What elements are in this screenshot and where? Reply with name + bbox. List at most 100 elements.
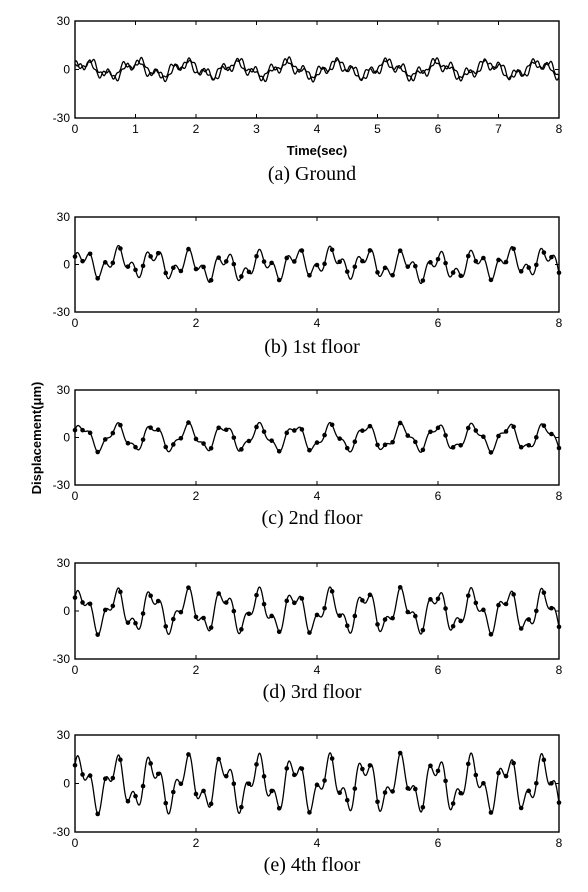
data-point	[329, 756, 335, 761]
x-tick-label: 8	[556, 316, 563, 330]
series-line	[74, 586, 560, 636]
data-point	[216, 425, 221, 431]
data-point	[208, 625, 214, 630]
data-point	[405, 433, 411, 438]
data-point	[488, 810, 494, 815]
data-point	[171, 265, 176, 271]
data-point	[80, 600, 85, 605]
y-tick-label: 30	[57, 383, 71, 397]
data-point	[420, 278, 426, 283]
data-point	[125, 798, 131, 804]
data-point	[481, 607, 486, 613]
data-point	[382, 265, 388, 271]
x-tick-label: 2	[193, 122, 200, 136]
axes-frame	[74, 389, 560, 486]
data-point	[276, 805, 282, 811]
y-tick-label: 0	[63, 431, 70, 445]
data-point	[337, 259, 342, 265]
data-point	[216, 255, 221, 260]
data-point	[428, 597, 433, 602]
data-point	[201, 264, 206, 270]
data-point	[246, 269, 252, 275]
data-point	[110, 260, 116, 266]
data-point	[344, 623, 350, 629]
data-point	[193, 436, 199, 442]
data-point	[322, 261, 327, 267]
data-point	[473, 258, 479, 264]
x-tick-label: 6	[435, 663, 442, 677]
data-point	[511, 246, 516, 252]
y-tick-label: 0	[63, 258, 70, 272]
data-point	[110, 775, 116, 781]
x-tick-label: 6	[435, 836, 442, 850]
data-point	[284, 255, 290, 261]
data-point	[496, 602, 501, 608]
data-point	[223, 427, 229, 433]
data-point	[450, 270, 456, 275]
data-point	[458, 273, 463, 279]
x-tick-label: 4	[314, 489, 321, 503]
data-point	[133, 620, 138, 626]
data-point	[276, 449, 282, 454]
data-point	[337, 613, 342, 618]
data-point	[284, 430, 290, 436]
data-point	[208, 445, 214, 451]
data-point	[420, 447, 426, 453]
data-point	[314, 782, 320, 788]
data-point	[322, 432, 327, 438]
data-point	[239, 804, 244, 810]
data-point	[420, 804, 426, 810]
data-point	[148, 425, 153, 430]
data-point	[254, 762, 259, 767]
data-point	[299, 427, 305, 432]
data-point	[435, 768, 441, 774]
data-point	[549, 431, 554, 437]
data-point	[148, 254, 153, 259]
data-point	[344, 269, 350, 274]
y-tick-label: -30	[53, 652, 71, 666]
data-point	[261, 429, 267, 434]
data-point	[465, 761, 471, 767]
x-tick-label: 0	[72, 316, 79, 330]
data-point	[163, 444, 169, 450]
data-point	[299, 766, 305, 771]
data-point	[337, 436, 342, 441]
data-point	[382, 442, 388, 448]
data-point	[307, 810, 312, 815]
data-point	[140, 783, 146, 789]
x-tick-label: 7	[495, 122, 502, 136]
data-point	[375, 799, 380, 805]
data-point	[534, 608, 539, 614]
data-point	[413, 263, 418, 269]
data-point	[269, 788, 274, 794]
data-point	[110, 603, 116, 609]
data-point	[239, 627, 244, 632]
data-point	[133, 793, 138, 799]
data-point	[231, 608, 237, 614]
data-point	[518, 626, 524, 631]
data-point	[541, 590, 547, 595]
x-tick-label: 8	[556, 836, 563, 850]
data-point	[95, 449, 100, 455]
data-point	[526, 788, 532, 794]
data-point	[261, 601, 267, 607]
data-point	[163, 800, 169, 806]
data-point	[541, 757, 547, 763]
data-point	[473, 600, 479, 606]
x-tick-label: 1	[132, 122, 139, 136]
data-point	[382, 617, 388, 622]
data-point	[140, 611, 146, 616]
data-point	[397, 750, 403, 756]
series-line	[74, 421, 560, 454]
data-point	[481, 434, 486, 440]
y-tick-label: 0	[63, 63, 70, 77]
data-point	[488, 632, 494, 637]
data-point	[171, 616, 176, 622]
data-point	[148, 761, 153, 766]
data-point	[87, 251, 93, 257]
data-point	[102, 607, 108, 613]
data-point	[171, 789, 176, 795]
data-point	[443, 778, 448, 784]
